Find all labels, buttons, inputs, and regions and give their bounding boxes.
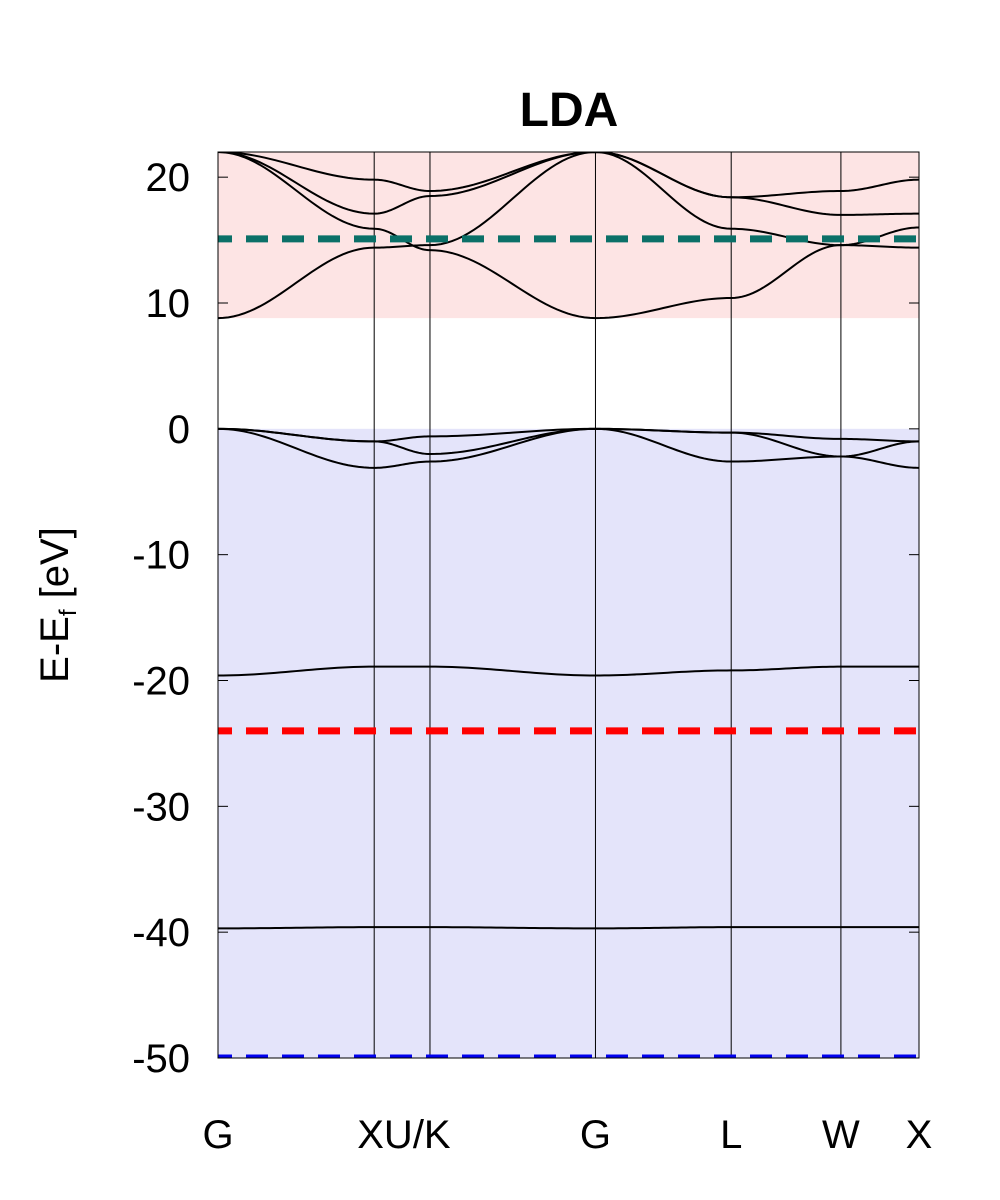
x-axis-ticks: G XU/K G L W X: [202, 1113, 932, 1157]
y-tick-label: -30: [132, 785, 190, 829]
y-tick-label: -50: [132, 1037, 190, 1081]
chart-title: LDA: [520, 84, 619, 137]
band-band5: [218, 427, 919, 443]
band-band1: [218, 926, 919, 930]
y-tick-label: 20: [146, 156, 191, 200]
x-tick-label: XU/K: [357, 1113, 451, 1157]
y-axis-label: E-Ef [eV]: [33, 527, 82, 683]
y-axis-ticks: 20 10 0 -10 -20 -30 -40 -50: [132, 156, 919, 1081]
band-band7: [218, 152, 919, 320]
y-tick-label: -10: [132, 534, 190, 578]
x-tick-label: W: [822, 1113, 860, 1157]
y-axis-label-main: E-E: [33, 616, 77, 683]
y-tick-label: -40: [132, 911, 190, 955]
x-tick-label: X: [906, 1113, 933, 1157]
reference-lines: [218, 235, 919, 1058]
y-tick-label: -20: [132, 660, 190, 704]
x-tick-label: G: [580, 1113, 611, 1157]
x-tick-label: G: [202, 1113, 233, 1157]
band-band9: [218, 152, 919, 199]
plot-frame: [217, 151, 920, 1059]
y-tick-label: 0: [168, 408, 190, 452]
band-band2: [218, 665, 919, 677]
x-tick-label: L: [720, 1113, 742, 1157]
region-conduction: [218, 152, 919, 319]
kpoint-lines: [373, 152, 842, 1058]
band-band8: [218, 152, 919, 216]
band-lines: [218, 152, 919, 930]
y-tick-label: 10: [146, 282, 191, 326]
y-axis-label-unit: [eV]: [33, 527, 77, 609]
plot-area: [218, 152, 919, 1058]
y-axis-label-subscript: f: [55, 609, 82, 616]
shaded-regions: [218, 152, 919, 1058]
region-valence: [218, 428, 919, 1058]
